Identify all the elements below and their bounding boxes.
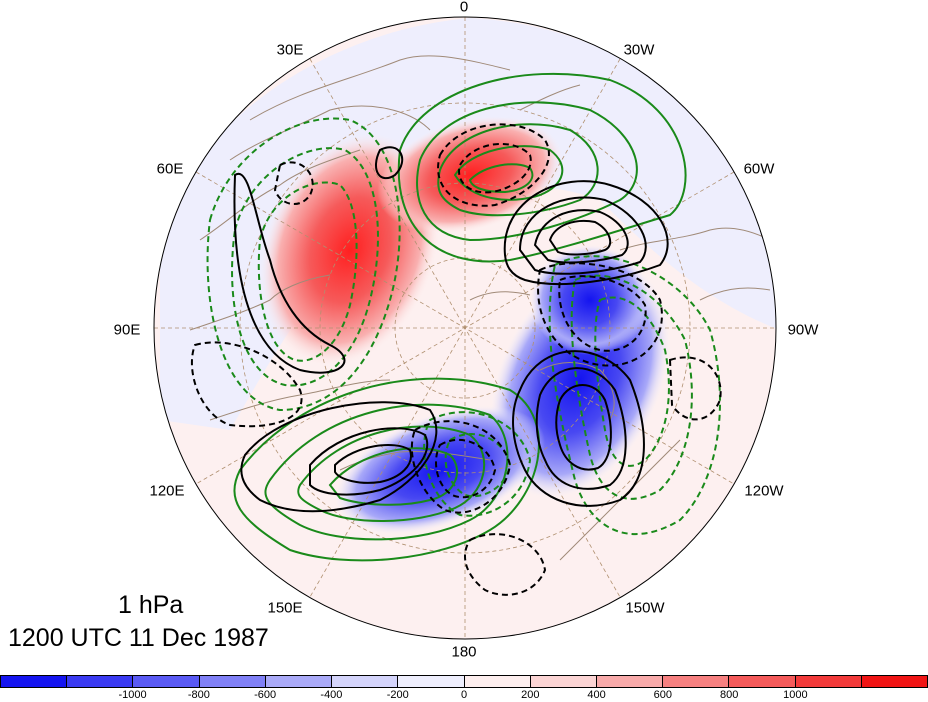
colorbar-swatch [67, 676, 134, 687]
colorbar-tick-label: 400 [587, 689, 606, 701]
longitude-label-90w: 90W [787, 321, 819, 339]
longitude-label-90e: 90E [113, 321, 141, 339]
longitude-label-60w: 60W [743, 160, 775, 178]
colorbar-swatch [133, 676, 200, 687]
colorbar-tick-label: -400 [320, 689, 343, 701]
colorbar-swatch [729, 676, 796, 687]
colorbar-swatch [199, 676, 266, 687]
longitude-label-30e: 30E [276, 41, 304, 59]
coastlines [189, 55, 771, 561]
colorbar-swatch [398, 676, 465, 687]
colorbar-tick-label: -800 [187, 689, 210, 701]
colorbar-tick-label: 1000 [783, 689, 808, 701]
colorbar-swatch [530, 676, 597, 687]
colorbar-swatch [464, 676, 531, 687]
colorbar-swatch [596, 676, 664, 687]
polar-map [153, 16, 777, 640]
colorbar-tick-label: 800 [719, 689, 739, 701]
colorbar-tick-label: -1000 [118, 689, 147, 701]
longitude-label-120e: 120E [149, 482, 185, 500]
colorbar-tick-label: 200 [521, 689, 540, 701]
negative-anomaly-shading [530, 245, 650, 355]
colorbar-swatch [795, 676, 862, 687]
black-dashed-contours [190, 123, 722, 596]
longitude-label-150w: 150W [625, 599, 665, 617]
green-dashed-contours [206, 117, 721, 536]
black-solid-contours [233, 146, 669, 513]
colorbar [0, 675, 928, 688]
colorbar-tick-label: 600 [653, 689, 673, 701]
longitude-label-30w: 30W [623, 41, 655, 59]
colorbar-swatch [861, 676, 928, 687]
colorbar-tick-label: -600 [254, 689, 277, 701]
longitude-label-120w: 120W [744, 482, 784, 500]
map-boundary [153, 16, 777, 640]
green-solid-contours [233, 72, 687, 562]
longitude-label-60e: 60E [156, 160, 184, 178]
pressure-level-label: 1 hPa [118, 591, 184, 619]
colorbar-swatch [332, 676, 399, 687]
map-disk [154, 17, 776, 639]
colorbar-tick-label: 0 [460, 689, 468, 701]
longitude-label-0: 0 [459, 0, 469, 16]
colorbar-tick-label: -200 [386, 689, 409, 701]
colorbar-swatch [265, 676, 333, 687]
valid-time-label: 1200 UTC 11 Dec 1987 [8, 624, 269, 652]
colorbar-swatch [663, 676, 730, 687]
longitude-label-150e: 150E [267, 599, 303, 617]
colorbar-swatch [1, 676, 68, 687]
longitude-label-180: 180 [451, 643, 477, 661]
